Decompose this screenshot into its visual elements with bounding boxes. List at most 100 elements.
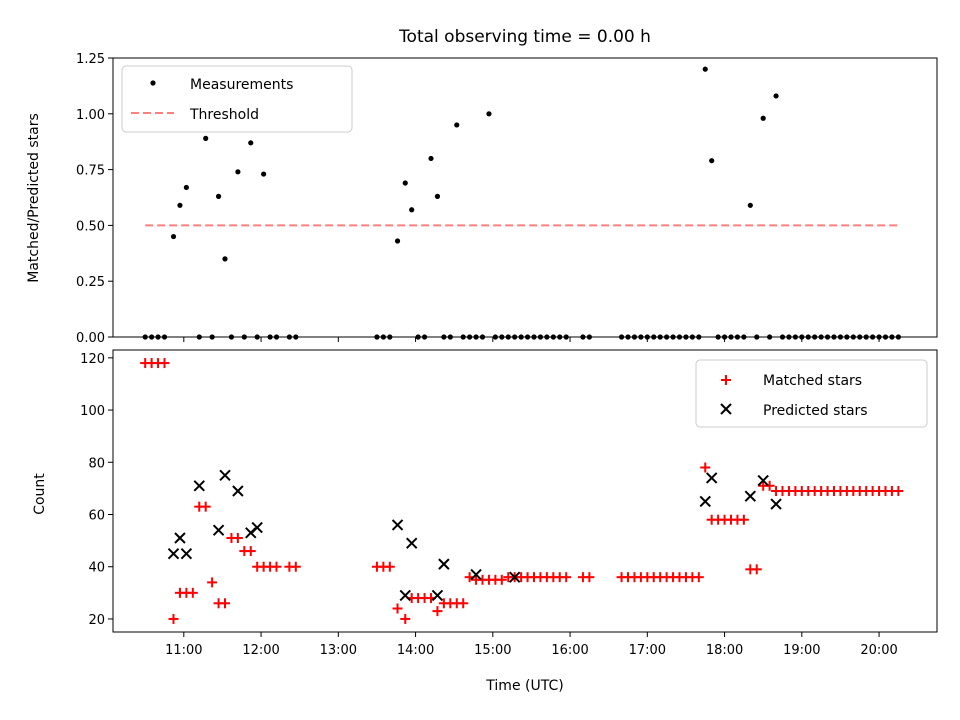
measurement-point [773, 93, 779, 99]
x-tick-label: 18:00 [706, 643, 743, 658]
top-y-tick-label: 0.50 [76, 219, 105, 234]
top-axes-frame [112, 57, 938, 338]
measurement-point [235, 169, 241, 175]
legend-measurements-label: Measurements [190, 77, 293, 93]
predicted-star-stroke-b [391, 519, 404, 531]
predicted-star-point [744, 490, 757, 502]
bottom-y-tick-label: 20 [88, 613, 105, 628]
measurement-point [222, 256, 228, 262]
predicted-star-point [174, 532, 186, 544]
top-y-tick-label: 0.75 [76, 164, 105, 179]
top-y-axis-label: Matched/Predicted stars [26, 113, 42, 283]
measurement-point [183, 184, 189, 191]
measurement-point [428, 155, 434, 162]
predicted-star-point [705, 472, 718, 484]
predicted-star-point [232, 485, 244, 497]
predicted-star-point [470, 568, 482, 581]
predicted-star-stroke-b [251, 521, 263, 534]
x-tick-label: 16:00 [551, 643, 588, 658]
bottom-y-tick-label: 80 [88, 456, 105, 471]
matched-star-point [751, 564, 762, 575]
matched-star-point [764, 480, 775, 491]
chart-title: Total observing time = 0.00 h [398, 27, 651, 47]
matched-star-point [496, 574, 507, 585]
measurement-point [702, 66, 708, 72]
matched-star-point [432, 606, 443, 617]
predicted-star-point [180, 547, 193, 560]
top-y-tick-label: 0.00 [76, 331, 105, 346]
predicted-star-stroke-b [193, 480, 205, 492]
legend-matched-marker [721, 375, 731, 385]
legend-threshold-label: Threshold [189, 107, 259, 123]
predicted-star-point [431, 589, 444, 602]
measurement-point [747, 202, 753, 208]
measurement-point [402, 180, 408, 186]
measurement-point [394, 238, 401, 244]
predicted-star-point [399, 589, 411, 602]
matched-star-point [458, 598, 469, 609]
x-tick-label: 11:00 [165, 643, 202, 658]
x-tick-label: 12:00 [242, 643, 279, 658]
measurement-point [454, 122, 460, 128]
x-tick-label: 17:00 [629, 643, 666, 658]
x-tick-label: 14:00 [397, 643, 434, 658]
bottom-y-tick-label: 60 [88, 509, 105, 524]
predicted-star-point [438, 558, 450, 570]
bottom-y-axis-label: Count [32, 473, 48, 515]
matched-star-point [700, 462, 711, 473]
bottom-legend-box [695, 359, 928, 428]
predicted-star-stroke-b [699, 495, 711, 508]
predicted-star-stroke-b [399, 589, 411, 602]
predicted-star-point [391, 519, 404, 531]
predicted-star-stroke-b [174, 532, 186, 544]
matched-star-point [290, 561, 301, 572]
predicted-star-stroke-b [180, 547, 193, 560]
measurement-point [248, 140, 254, 146]
predicted-star-stroke-b [438, 558, 450, 570]
predicted-star-point [770, 498, 782, 510]
bottom-axes-frame [112, 349, 938, 633]
predicted-star-stroke-b [757, 474, 769, 487]
x-tick-label: 15:00 [474, 643, 511, 658]
bottom-y-tick-label: 40 [88, 561, 105, 576]
predicted-star-point [508, 571, 521, 583]
matched-star-point [392, 603, 403, 614]
predicted-star-stroke-b [405, 537, 418, 549]
matched-star-point [271, 561, 282, 572]
predicted-star-point [699, 495, 711, 508]
predicted-star-stroke-b [219, 469, 231, 482]
legend-measurements-marker [150, 80, 156, 86]
predicted-star-point [167, 547, 180, 560]
measurement-point [760, 115, 766, 121]
predicted-star-stroke-b [431, 589, 444, 602]
top-y-ticks: 0.00 0.25 0.50 0.75 1.00 1.25 [76, 52, 113, 346]
matched-star-point [187, 587, 198, 598]
legend-predicted-marker [720, 403, 732, 415]
predicted-star-stroke-b [470, 568, 482, 581]
bottom-x-ticks: 11:00 12:00 13:00 14:00 15:00 16:00 17:00 18:00… [165, 632, 898, 658]
matched-star-point [693, 572, 704, 583]
bottom-panel: 20 40 60 80 100 120 11:00 12:00 13:00 14:00 15:00… [32, 349, 938, 694]
x-tick-label: 20:00 [860, 643, 897, 658]
predicted-star-point [757, 474, 769, 487]
predicted-star-point [405, 537, 418, 549]
bottom-legend: Matched stars Predicted stars [695, 359, 928, 428]
top-legend: Measurements Threshold [121, 65, 353, 133]
matched-star-point [207, 577, 218, 588]
legend-predicted-label: Predicted stars [763, 403, 868, 419]
measurement-point [203, 135, 209, 141]
bottom-y-ticks: 20 40 60 80 100 120 [80, 352, 113, 628]
matched-star-point [738, 514, 749, 525]
predicted-star-stroke-b [744, 490, 757, 502]
top-panel: 0.00 0.25 0.50 0.75 1.00 1.25 Matched/Predict… [26, 52, 938, 346]
matched-star-point [232, 533, 243, 543]
matched-star-point [220, 598, 231, 609]
bottom-y-tick-label: 120 [80, 352, 105, 367]
predicted-star-stroke-b [705, 472, 718, 484]
bottom-marks [140, 358, 904, 624]
predicted-star-stroke-b [232, 485, 244, 497]
predicted-star-stroke-b [770, 498, 782, 510]
bottom-y-tick-label: 100 [80, 404, 105, 419]
x-axis-label: Time (UTC) [485, 678, 563, 694]
